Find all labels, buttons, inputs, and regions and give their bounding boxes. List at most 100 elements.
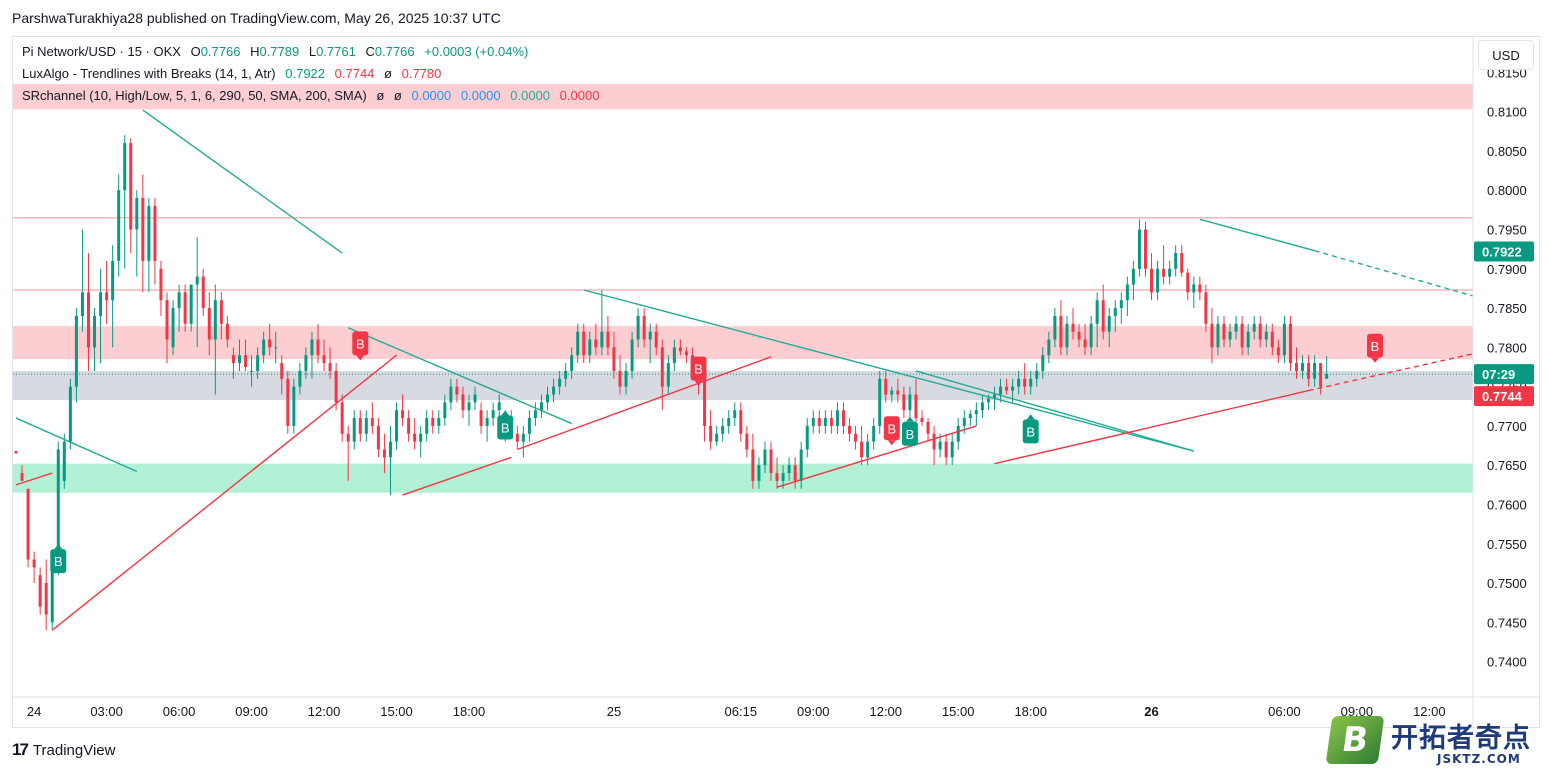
candle-body — [805, 425, 809, 450]
candle-body — [244, 355, 248, 367]
candle-body — [1077, 331, 1081, 340]
candle-body — [1101, 300, 1105, 332]
candle — [715, 425, 719, 446]
candle — [1168, 260, 1172, 285]
legend-high-label: H — [250, 44, 260, 59]
legend-luxalgo-value-3: ø — [384, 66, 392, 81]
trendline-red — [517, 356, 772, 451]
sr-zone-current — [13, 370, 1473, 400]
candle-body — [473, 394, 477, 403]
candle-body — [207, 308, 211, 340]
signal-arrow — [887, 440, 896, 446]
candle — [709, 410, 713, 450]
candle-body — [1204, 292, 1208, 324]
watermark-subtext: JSKTZ.COM — [1437, 752, 1521, 766]
candle-body — [938, 441, 942, 450]
candle — [1216, 315, 1220, 356]
candle — [775, 457, 779, 489]
candle-body — [443, 402, 447, 419]
chart-frame[interactable] — [12, 36, 1540, 728]
x-tick-label: 12:00 — [308, 704, 341, 719]
candle — [1156, 260, 1160, 301]
candle-body — [624, 370, 628, 387]
candle-body — [1035, 370, 1039, 379]
candle-body — [395, 410, 399, 442]
signal-label: B — [356, 336, 365, 351]
candle — [153, 198, 157, 285]
candle — [1294, 347, 1298, 379]
candle-body — [497, 402, 501, 411]
watermark-badge-icon: B — [1325, 716, 1385, 764]
candle — [872, 418, 876, 450]
legend-close-value: 0.7766 — [374, 44, 415, 59]
candle-body — [1222, 323, 1226, 340]
candle-body — [219, 300, 223, 324]
candle — [1180, 245, 1184, 277]
candle-body — [769, 449, 773, 474]
candle — [123, 135, 127, 269]
candle — [99, 268, 103, 364]
candle — [352, 410, 356, 450]
signal-arrow — [1371, 357, 1379, 363]
legend-srchannel-name[interactable]: SRchannel (10, High/Low, 5, 1, 6, 290, 5… — [22, 88, 367, 103]
candle — [1325, 356, 1329, 379]
candle — [1252, 315, 1256, 340]
x-tick-label: 09:00 — [797, 704, 830, 719]
signal-label: B — [54, 554, 63, 569]
candle — [763, 441, 767, 474]
candle — [1228, 323, 1232, 348]
candle — [1307, 355, 1311, 387]
currency-button[interactable]: USD — [1478, 40, 1534, 70]
signal-arrow — [356, 355, 365, 361]
candle — [1222, 315, 1226, 348]
candle-body — [80, 292, 84, 316]
candle-body — [298, 370, 302, 387]
candle — [805, 418, 809, 458]
tradingview-logo[interactable]: 17 TradingView — [12, 740, 115, 760]
trendline-red — [15, 472, 53, 486]
candle-body — [1095, 300, 1099, 324]
legend-srchannel-value-3: 0.0000 — [411, 88, 452, 103]
candle — [86, 253, 90, 371]
candle-body — [739, 410, 743, 434]
candle-body — [376, 425, 380, 450]
candle — [1047, 331, 1051, 364]
candle-body — [654, 331, 658, 348]
legend-symbol[interactable]: Pi Network/USD · 15 · OKX — [22, 44, 181, 59]
candle — [189, 284, 193, 332]
candle — [141, 174, 145, 293]
candle — [757, 457, 761, 489]
candle — [926, 418, 930, 442]
candle — [1029, 370, 1033, 395]
candle-body — [811, 418, 815, 426]
candle-body — [316, 339, 320, 356]
candle — [678, 339, 682, 356]
candle — [636, 308, 640, 348]
candle-body — [491, 410, 495, 419]
candle-body — [848, 425, 852, 434]
candle — [1264, 323, 1268, 348]
legend-luxalgo-name[interactable]: LuxAlgo - Trendlines with Breaks (14, 1,… — [22, 66, 276, 81]
axis-price-label-text: 0.7744 — [1482, 389, 1523, 404]
candle-body — [485, 418, 489, 426]
candle-body — [449, 386, 453, 403]
candle-body — [322, 355, 326, 364]
candle — [944, 433, 948, 466]
candle-body — [231, 355, 235, 364]
candle-body — [672, 347, 676, 364]
candle-body — [745, 433, 749, 450]
candle-body — [304, 355, 308, 371]
candle — [648, 323, 652, 364]
signal-arrow — [1026, 414, 1035, 420]
candle-body — [183, 292, 187, 324]
candle-body — [250, 370, 254, 372]
tradingview-logo-text: TradingView — [32, 741, 116, 759]
candle — [346, 425, 350, 481]
candle-body — [1270, 331, 1274, 348]
candle — [594, 323, 598, 356]
candle-body — [1210, 323, 1214, 348]
candle-body — [582, 331, 586, 356]
candle — [1282, 315, 1286, 364]
candle — [817, 410, 821, 434]
